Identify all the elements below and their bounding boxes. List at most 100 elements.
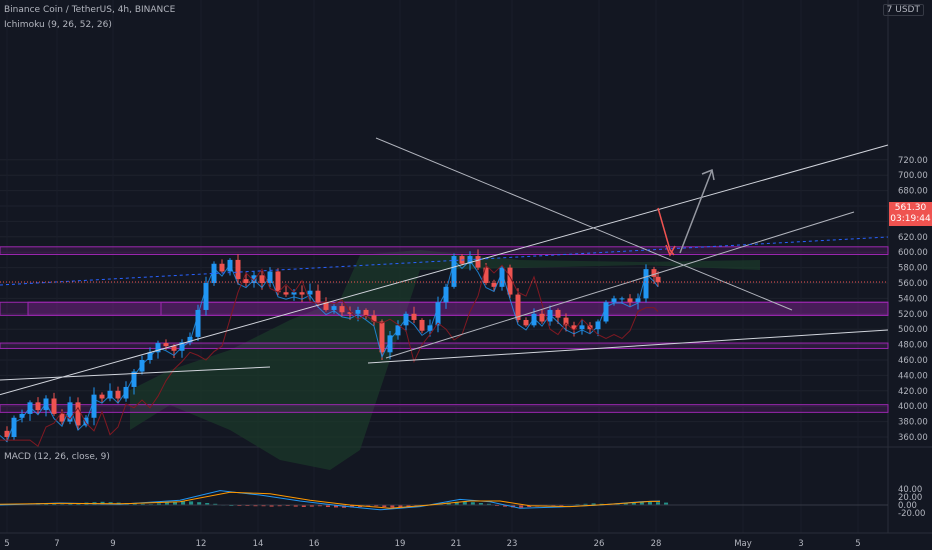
price-axis-label: 400.00 [898, 402, 928, 412]
candle [339, 306, 345, 313]
candle [443, 286, 449, 303]
macd-bar [639, 502, 644, 505]
macd-bar [446, 502, 451, 505]
time-axis-label: 3 [798, 539, 803, 549]
candle [571, 325, 577, 330]
currency-badge[interactable]: 7 USDT [882, 4, 924, 16]
candle [411, 313, 417, 320]
time-axis-label: 5 [4, 539, 9, 549]
candle [251, 275, 257, 283]
macd-bar [301, 505, 306, 507]
macd-bar [591, 503, 596, 505]
candle [307, 290, 313, 295]
macd-bar [406, 505, 411, 507]
macd-bar [132, 503, 137, 505]
macd-bar [277, 505, 282, 507]
macd-bar [197, 502, 202, 505]
macd-bar [164, 502, 169, 505]
candle [403, 313, 409, 326]
macd-bar [374, 505, 379, 507]
candle [427, 325, 433, 331]
candle [643, 269, 649, 299]
candle [451, 256, 457, 287]
candle [379, 321, 385, 353]
candle [523, 319, 529, 326]
macd-bar [656, 502, 660, 505]
macd-bar [205, 503, 210, 505]
candle [299, 292, 305, 295]
candle [603, 302, 609, 322]
candle [43, 398, 49, 411]
time-axis-label: 12 [196, 539, 207, 549]
trend-line [385, 211, 855, 359]
time-axis-label: 9 [110, 539, 115, 549]
macd-bar [269, 505, 274, 507]
price-axis-label: 440.00 [898, 371, 928, 381]
price-axis-label: 460.00 [898, 356, 928, 366]
candle [11, 417, 17, 437]
last-price-value: 561.30 [894, 203, 927, 213]
candle [187, 336, 193, 343]
candle [611, 298, 617, 303]
time-axis-label: May [734, 539, 752, 549]
candle [507, 267, 513, 295]
candle [115, 390, 121, 399]
macd-bar [382, 505, 387, 507]
candle [331, 306, 337, 310]
trend-line [0, 144, 889, 396]
kijun-line [0, 264, 659, 448]
macd-axis-label: 20.00 [898, 493, 922, 503]
candle [475, 256, 481, 268]
time-axis-label: 21 [451, 539, 462, 549]
candle [619, 298, 625, 300]
price-axis-label: 680.00 [898, 187, 928, 197]
candle [323, 302, 329, 310]
candle [131, 371, 137, 387]
price-axis-label: 580.00 [898, 264, 928, 274]
macd-bar [213, 503, 218, 505]
candle [355, 309, 361, 314]
candle [483, 267, 489, 283]
support-zone [0, 342, 889, 349]
trend-line [375, 137, 793, 311]
macd-bar [583, 503, 588, 505]
dashed-trend-line [0, 236, 889, 286]
candle [19, 413, 25, 418]
candle [499, 267, 505, 287]
price-axis-label: 480.00 [898, 341, 928, 351]
time-axis-label: 26 [594, 539, 605, 549]
macd-legend[interactable]: MACD (12, 26, close, 9) [4, 452, 110, 462]
candle [531, 313, 537, 326]
macd-bar [366, 505, 371, 507]
candle [139, 360, 145, 372]
candle [67, 402, 73, 422]
ichimoku-cloud [130, 250, 760, 470]
price-axis-label: 720.00 [898, 156, 928, 166]
trend-line [367, 329, 889, 364]
price-axis-label: 620.00 [898, 233, 928, 243]
candle [27, 402, 33, 414]
ichimoku-legend[interactable]: Ichimoku (9, 26, 52, 26) [4, 20, 112, 30]
candle [59, 413, 65, 422]
macd-bar [140, 503, 145, 505]
macd-bar [156, 503, 161, 505]
symbol-legend[interactable]: Binance Coin / TetherUS, 4h, BINANCE [4, 5, 176, 15]
candle [515, 294, 521, 320]
candle [363, 309, 369, 316]
candle [547, 309, 553, 322]
macd-bar [173, 501, 177, 505]
bar-countdown: 03:19:44 [890, 214, 931, 224]
macd-bar [317, 505, 322, 507]
time-axis-label: 14 [253, 539, 264, 549]
price-axis-label: 380.00 [898, 418, 928, 428]
macd-bar [325, 505, 330, 507]
macd-bar [519, 505, 524, 508]
candle [539, 313, 545, 322]
candle [275, 271, 281, 293]
down-arrow-head [665, 244, 676, 257]
macd-bar [68, 503, 73, 505]
macd-bar [486, 503, 491, 505]
candle [579, 325, 585, 330]
